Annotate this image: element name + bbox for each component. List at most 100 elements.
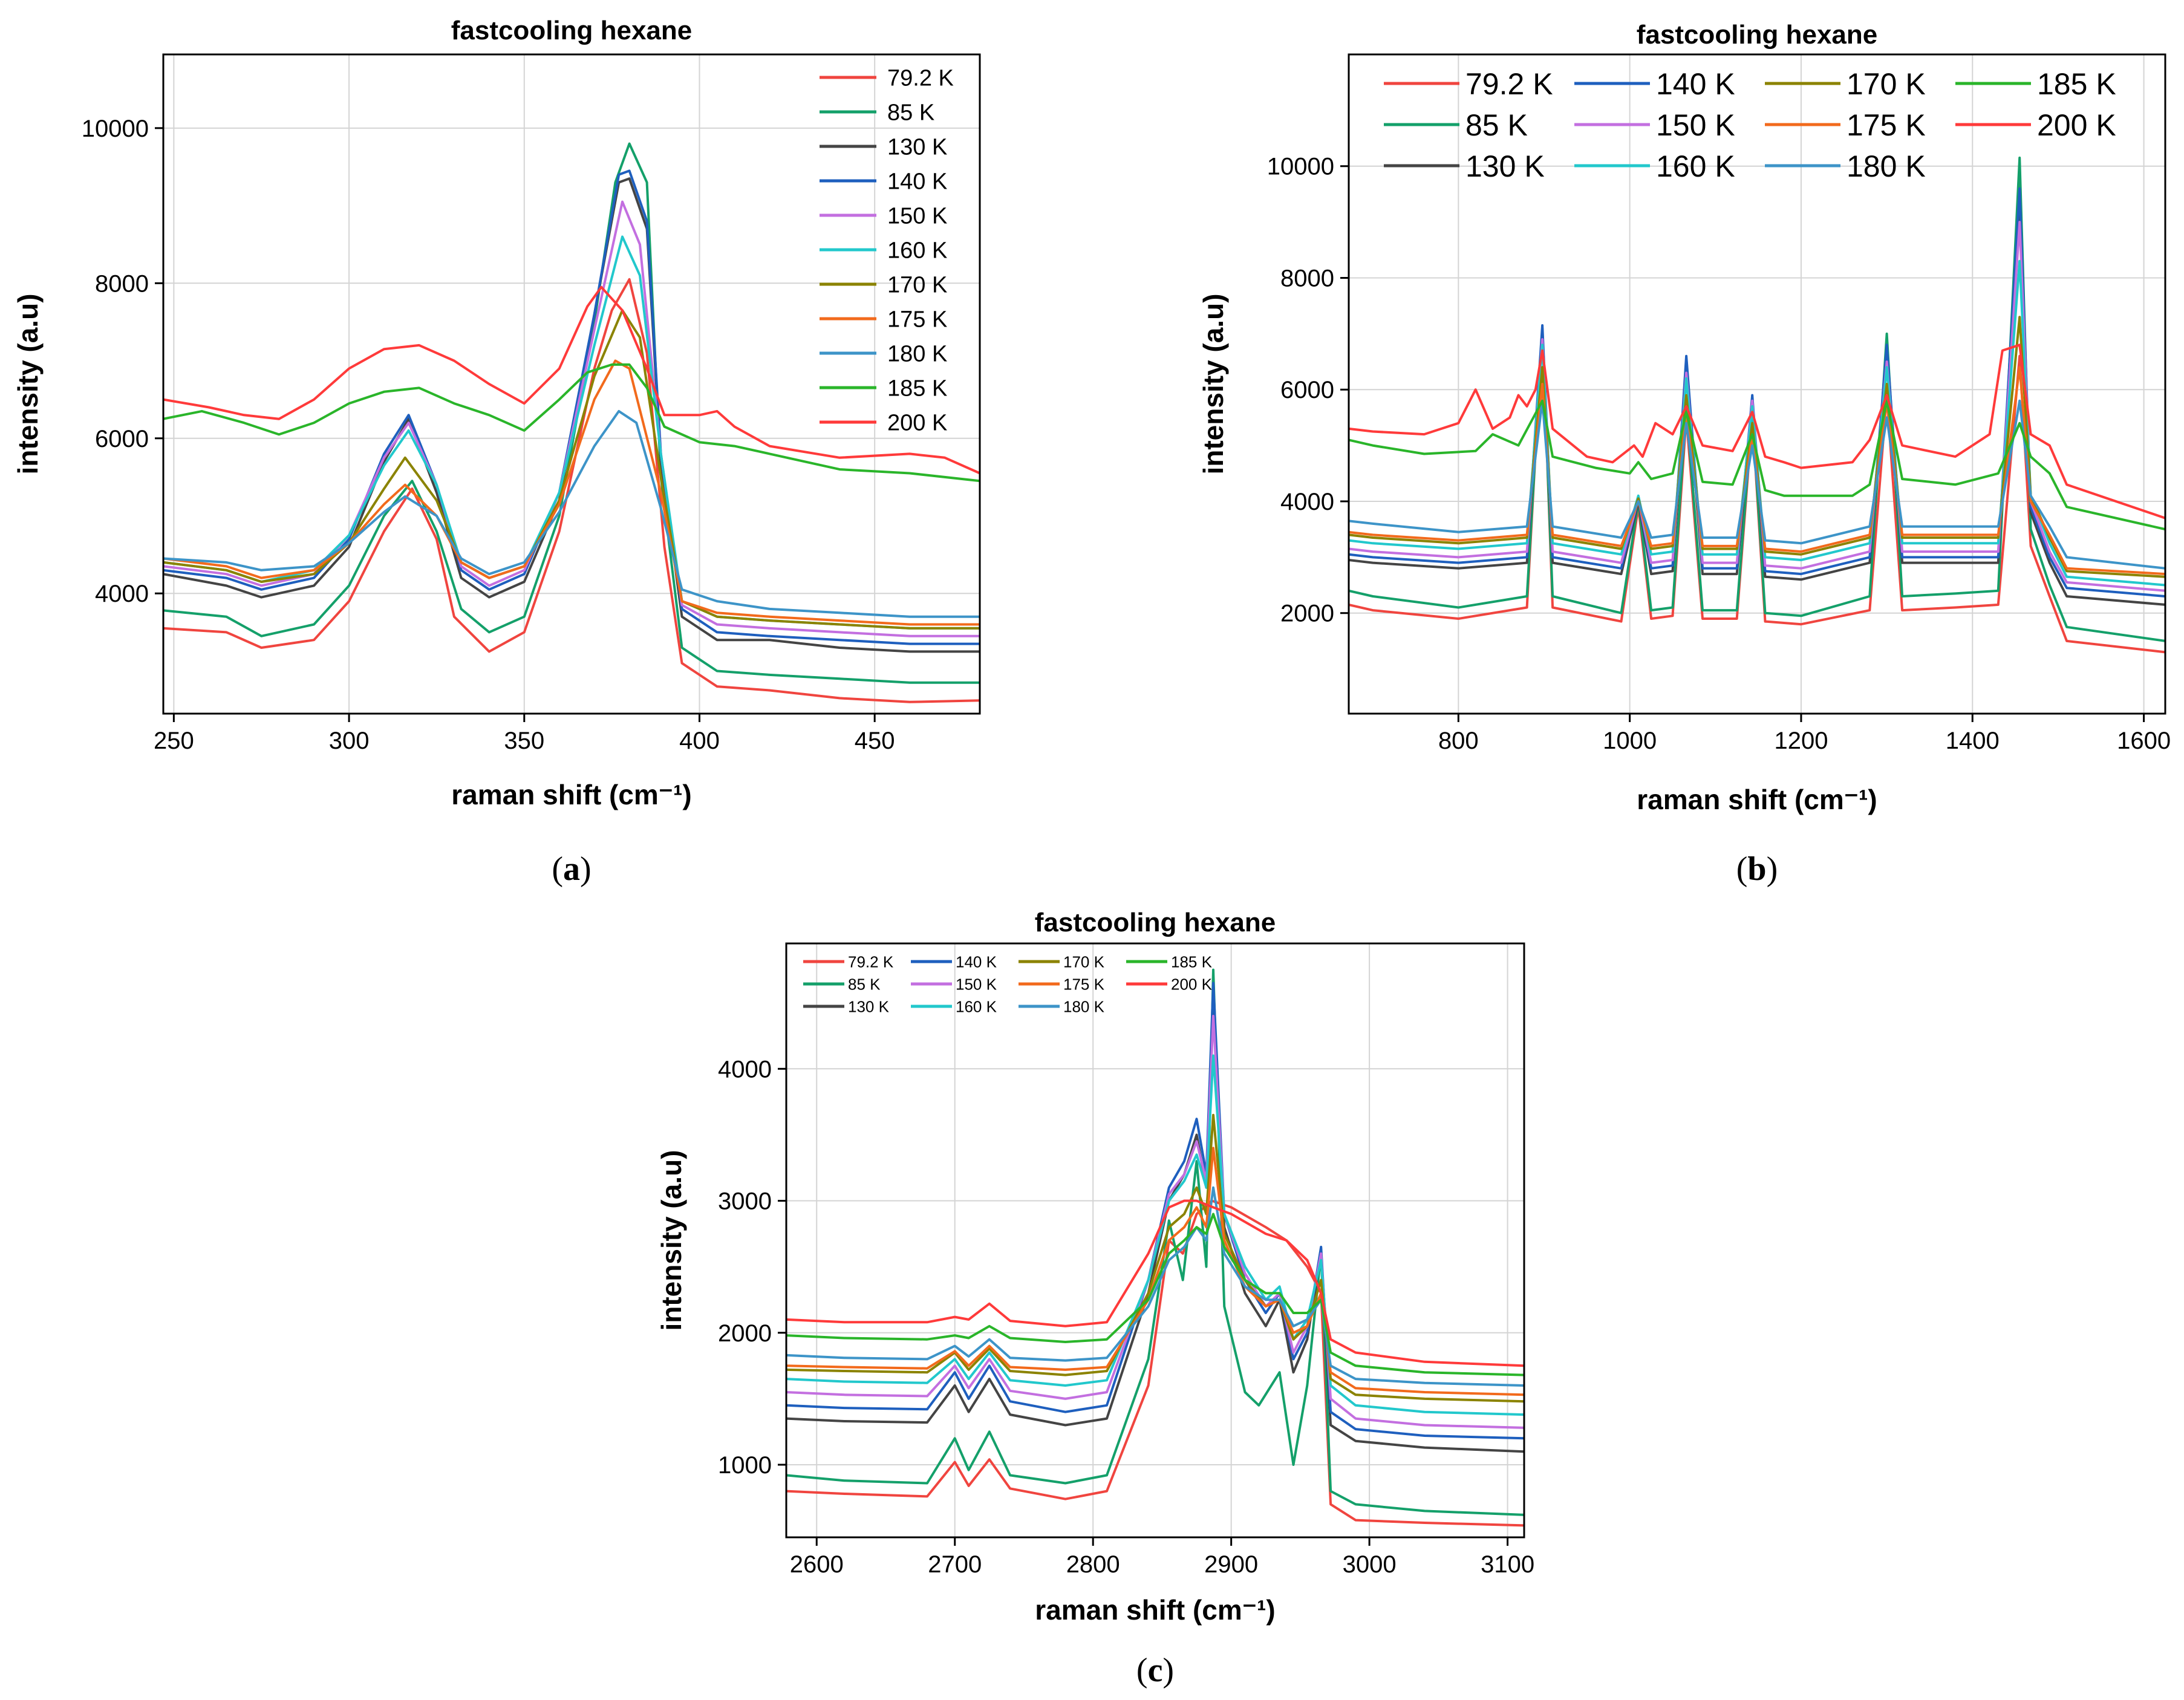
chart-title: fastcooling hexane [1637, 20, 1878, 50]
y-tick-label: 1000 [718, 1452, 772, 1479]
series-line-140-k [786, 982, 1524, 1440]
legend-label: 140 K [887, 169, 947, 195]
x-tick-label: 2700 [928, 1551, 982, 1578]
y-axis-label: intensity (a.u) [1198, 293, 1229, 474]
legend-label: 170 K [1063, 953, 1105, 971]
legend-label: 85 K [1465, 108, 1528, 142]
series-line-130-k [786, 1001, 1524, 1453]
legend-label: 180 K [887, 342, 947, 367]
legend-label: 85 K [887, 100, 934, 126]
x-tick-label: 800 [1438, 728, 1479, 754]
series-line-140-k [163, 169, 980, 645]
series-line-79-2-k [786, 1199, 1524, 1527]
series-line-180-k [163, 409, 980, 618]
x-tick-label: 350 [504, 728, 544, 754]
chart-title: fastcooling hexane [451, 16, 693, 45]
legend-label: 130 K [848, 997, 890, 1015]
chart-title: fastcooling hexane [1035, 908, 1276, 937]
y-tick-label: 8000 [1280, 265, 1334, 291]
y-tick-label: 4000 [718, 1056, 772, 1083]
panel-caption: (a) [552, 850, 591, 888]
y-tick-label: 2000 [718, 1320, 772, 1347]
series-line-200-k [786, 1199, 1524, 1367]
y-tick-label: 3000 [718, 1188, 772, 1215]
legend-label: 130 K [1465, 149, 1545, 183]
legend-label: 160 K [1656, 149, 1735, 183]
legend-label: 200 K [2037, 108, 2116, 142]
legend: 79.2 K 85 K 130 K 140 K 150 K 160 K 170 K 175 K… [803, 953, 1213, 1015]
plot-frame [1348, 53, 2166, 715]
x-tick-label: 250 [154, 728, 194, 754]
legend-label: 160 K [887, 238, 947, 264]
legend-label: 180 K [1063, 997, 1105, 1015]
x-tick-label: 400 [679, 728, 720, 754]
series-line-185-k [163, 363, 980, 483]
legend-label: 160 K [956, 997, 997, 1015]
x-tick-label: 450 [855, 728, 895, 754]
series-line-130-k [1349, 198, 2165, 606]
x-tick-label: 2900 [1204, 1551, 1258, 1578]
y-tick-label: 2000 [1280, 601, 1334, 627]
panel-caption: (b) [1736, 850, 1778, 888]
legend: 79.2 K 85 K 130 K 140 K 150 K 160 K 170 K 175 K… [1384, 67, 2116, 183]
legend-label: 170 K [887, 273, 947, 298]
series-line-180-k [1349, 399, 2165, 570]
legend-label: 175 K [1847, 108, 1926, 142]
y-tick-label: 4000 [95, 581, 149, 607]
legend-label: 200 K [887, 411, 947, 436]
x-axis-label: raman shift (cm⁻¹) [451, 779, 691, 810]
x-tick-label: 1400 [1946, 728, 2000, 754]
legend-label: 140 K [956, 953, 997, 971]
x-tick-label: 3000 [1343, 1551, 1397, 1578]
y-tick-label: 10000 [1267, 154, 1334, 180]
panel-caption-letter: b [1747, 850, 1766, 888]
legend-label: 200 K [1171, 975, 1213, 993]
legend-label: 150 K [887, 204, 947, 229]
y-tick-label: 4000 [1280, 489, 1334, 515]
panel-b: 800 1000 1200 1400 1600 2000 4000 6000 8000 10000… [1198, 20, 2171, 888]
series-group [786, 968, 1524, 1527]
panel-a: 250 300 350 400 450 4000 6000 8000 10000 fastcool… [12, 16, 981, 888]
x-axis-label: raman shift (cm⁻¹) [1035, 1594, 1275, 1626]
series-line-79-2-k [163, 278, 980, 703]
legend-label: 185 K [2037, 67, 2116, 101]
y-tick-label: 8000 [95, 270, 149, 297]
panel-caption-letter: c [1148, 1652, 1163, 1689]
x-tick-label: 1600 [2117, 728, 2171, 754]
x-tick-label: 1000 [1603, 728, 1657, 754]
x-axis-label: raman shift (cm⁻¹) [1637, 784, 1877, 815]
legend-label: 175 K [1063, 975, 1105, 993]
panel-c: 2600 2700 2800 2900 3000 3100 1000 2000 3000 4000… [656, 908, 1534, 1689]
series-line-85-k [786, 968, 1524, 1516]
series-line-160-k [786, 1054, 1524, 1416]
legend-label: 85 K [848, 975, 881, 993]
panel-caption: (c) [1136, 1652, 1174, 1689]
series-line-185-k [786, 1213, 1524, 1376]
series-line-150-k [163, 200, 980, 637]
plot-frame [785, 942, 1525, 1539]
x-tick-label: 2800 [1066, 1551, 1120, 1578]
series-line-175-k [786, 1147, 1524, 1396]
y-axis-label: intensity (a.u) [656, 1150, 687, 1330]
series-line-185-k [1349, 399, 2165, 531]
y-tick-label: 10000 [82, 116, 149, 142]
legend-label: 180 K [1847, 149, 1926, 183]
series-group [1349, 156, 2165, 654]
panel-caption-letter: a [563, 850, 580, 888]
plot-frame [162, 53, 981, 715]
legend-label: 185 K [887, 376, 947, 402]
legend: 79.2 K 85 K 130 K 140 K 150 K 160 K 170 K 175 K… [820, 66, 954, 436]
series-group [163, 142, 980, 703]
x-tick-label: 300 [329, 728, 370, 754]
legend-label: 150 K [956, 975, 997, 993]
legend-label: 150 K [1656, 108, 1735, 142]
y-axis-label: intensity (a.u) [12, 293, 44, 474]
legend-label: 130 K [887, 135, 947, 160]
legend-label: 79.2 K [887, 66, 954, 91]
x-tick-label: 2600 [790, 1551, 844, 1578]
legend-label: 170 K [1847, 67, 1926, 101]
x-tick-label: 3100 [1481, 1551, 1534, 1578]
legend-label: 140 K [1656, 67, 1735, 101]
y-tick-label: 6000 [95, 426, 149, 452]
